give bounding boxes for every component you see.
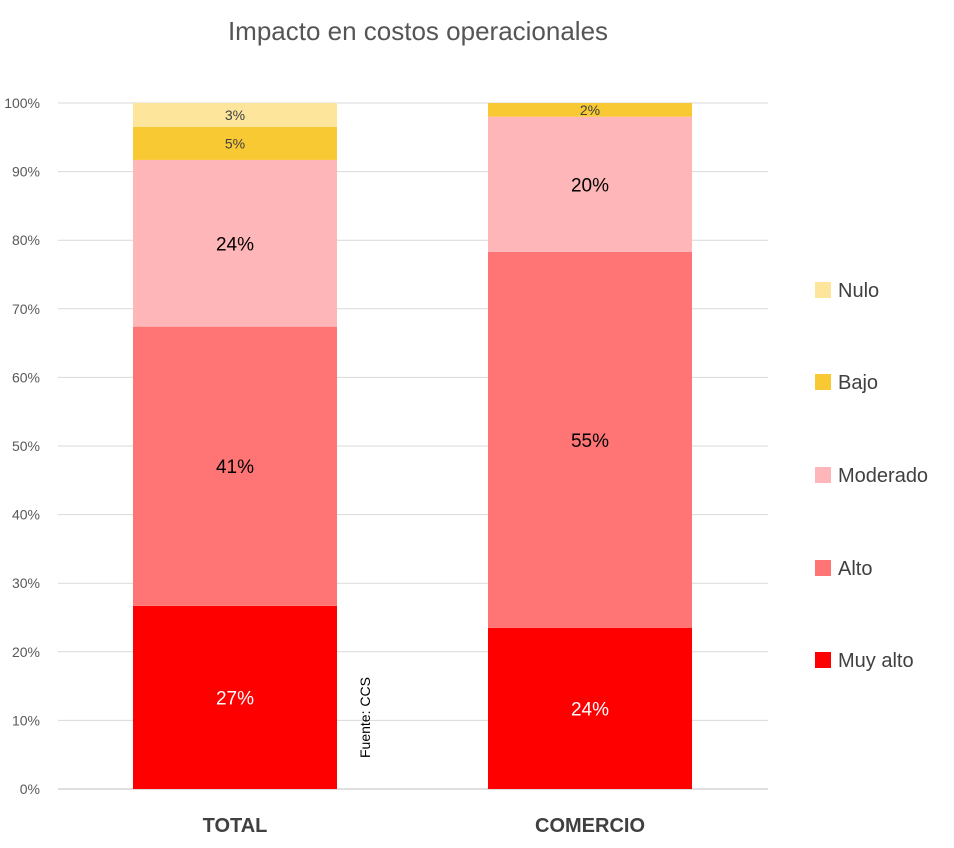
legend-label: Bajo xyxy=(838,372,878,394)
legend-swatch xyxy=(815,652,831,668)
bar-segment xyxy=(133,159,337,327)
y-tick-label: 20% xyxy=(12,644,40,660)
bar-segment xyxy=(488,627,692,789)
bar-segment xyxy=(488,251,692,628)
bar-segment xyxy=(133,605,337,789)
bar-segment xyxy=(488,103,692,117)
y-tick-label: 0% xyxy=(20,781,40,797)
bar-segment xyxy=(133,326,337,606)
bar-segment xyxy=(488,116,692,252)
y-tick-label: 50% xyxy=(12,438,40,454)
legend-swatch xyxy=(815,374,831,390)
legend-label: Alto xyxy=(838,558,872,580)
y-tick-label: 40% xyxy=(12,507,40,523)
y-tick-label: 30% xyxy=(12,575,40,591)
y-tick-label: 90% xyxy=(12,164,40,180)
legend-label: Nulo xyxy=(838,280,879,302)
data-label: 55% xyxy=(571,431,609,452)
data-label: 24% xyxy=(571,699,609,720)
data-label: 27% xyxy=(216,688,254,709)
bar-segment xyxy=(133,103,337,128)
legend-label: Muy alto xyxy=(838,650,914,672)
x-category-label: COMERCIO xyxy=(535,815,645,837)
chart-title: Impacto en costos operacionales xyxy=(228,16,608,46)
legend-label: Moderado xyxy=(838,465,928,487)
legend: Nulo Bajo Moderado Alto Muy alto xyxy=(815,280,928,672)
legend-swatch xyxy=(815,282,831,298)
y-tick-label: 10% xyxy=(12,712,40,728)
bars: 27% 41% 24% 5% 3% 24% 55% 20% 2% xyxy=(133,102,692,789)
y-tick-label: 60% xyxy=(12,369,40,385)
legend-swatch xyxy=(815,467,831,483)
source-note: Fuente: CCS xyxy=(357,677,373,758)
x-category-label: TOTAL xyxy=(203,815,268,837)
data-label: 41% xyxy=(216,457,254,478)
data-label: 5% xyxy=(225,135,245,151)
y-tick-label: 70% xyxy=(12,301,40,317)
y-tick-label: 80% xyxy=(12,232,40,248)
legend-swatch xyxy=(815,560,831,576)
data-label: 3% xyxy=(225,107,245,123)
y-axis: 0% 10% 20% 30% 40% 50% 60% 70% 80% 90% 100% xyxy=(4,95,40,797)
data-label: 24% xyxy=(216,234,254,255)
y-tick-label: 100% xyxy=(4,95,40,111)
x-axis: TOTAL COMERCIO xyxy=(203,815,645,837)
data-label: 20% xyxy=(571,175,609,196)
bar-segment xyxy=(133,127,337,160)
data-label: 2% xyxy=(580,102,600,118)
